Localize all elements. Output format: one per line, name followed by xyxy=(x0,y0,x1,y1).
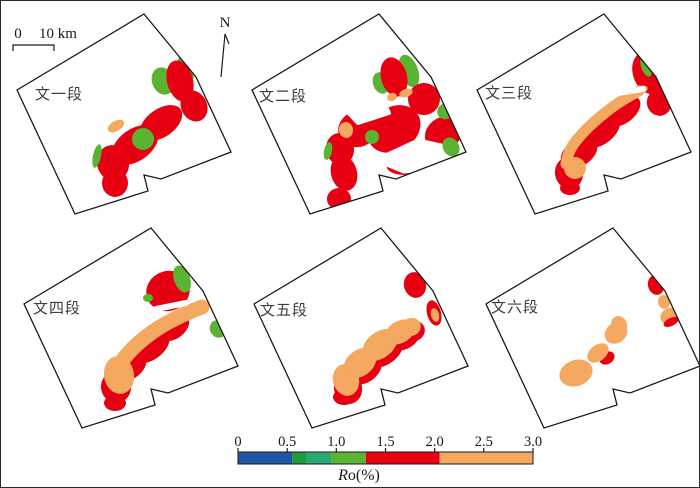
panel-wen1-zones xyxy=(92,54,208,197)
panel-wen6-zones xyxy=(559,275,680,387)
scale-bar-zero-label: 0 xyxy=(14,26,22,42)
orange-zone xyxy=(560,85,645,170)
panel-wen2 xyxy=(251,13,467,215)
orange-zone xyxy=(103,356,135,394)
red-zone xyxy=(663,317,679,327)
unmapped-slit xyxy=(602,86,646,98)
panel-label-wen1: 文一段 xyxy=(35,86,83,103)
north-arrow-shaft xyxy=(220,33,226,78)
panel-wen1 xyxy=(16,13,232,215)
legend-segment-3 xyxy=(331,452,366,464)
legend-title: Ro(%) xyxy=(337,467,380,484)
legend-segment-2 xyxy=(306,452,332,464)
orange-zone xyxy=(559,295,680,387)
legend-tick-label-3: 1.5 xyxy=(376,434,394,450)
panel-label-wen3: 文三段 xyxy=(485,85,533,102)
scale-bar-distance-label: 10 km xyxy=(39,26,77,42)
legend-segment-4 xyxy=(365,452,440,464)
legend-tick-label-6: 3.0 xyxy=(524,434,542,450)
orange-zone xyxy=(107,119,125,133)
panel-boundary xyxy=(485,227,699,429)
green-zone xyxy=(323,102,460,160)
panel-label-wen2: 文二段 xyxy=(259,88,307,105)
panel-wen2-zones xyxy=(323,54,466,210)
unmapped-slit xyxy=(153,300,189,312)
panel-wen3-zones xyxy=(554,51,672,195)
panel-label-wen5: 文五段 xyxy=(260,302,308,319)
legend-tick-label-0: 0 xyxy=(234,434,241,450)
panel-wen5-zones xyxy=(332,272,442,405)
panel-label-wen6: 文六段 xyxy=(491,299,539,316)
panel-wen6 xyxy=(485,227,699,429)
north-arrow: N xyxy=(220,15,231,78)
legend-segment-1 xyxy=(292,452,307,464)
panel-boundary xyxy=(253,227,469,429)
panel-boundary xyxy=(23,227,239,429)
legend-tick-label-1: 0.5 xyxy=(278,434,296,450)
panel-wen4 xyxy=(23,227,239,429)
scale-bar-bracket xyxy=(12,44,55,51)
green-zone xyxy=(92,128,154,168)
unmapped-wedge xyxy=(342,96,391,125)
panel-wen5 xyxy=(253,227,469,429)
scale-bar: 0 10 km xyxy=(12,26,77,51)
legend-tick-label-5: 2.5 xyxy=(475,434,493,450)
legend-tick-label-2: 1.0 xyxy=(327,434,345,450)
legend-ticks xyxy=(237,448,534,452)
orange-zone xyxy=(332,308,440,396)
legend-colorbar: 0 0.5 1.0 1.5 2.0 2.5 3.0 Ro(%) xyxy=(234,434,542,484)
panel-wen3 xyxy=(476,13,692,215)
north-label: N xyxy=(220,15,231,31)
north-arrow-barb xyxy=(224,33,230,45)
panel-wen4-zones xyxy=(100,265,227,411)
legend-tick-label-4: 2.0 xyxy=(426,434,444,450)
orange-zone xyxy=(338,88,413,138)
panel-label-wen4: 文四段 xyxy=(33,300,81,317)
legend-segment-0 xyxy=(238,452,293,464)
legend-segment-5 xyxy=(439,452,533,464)
